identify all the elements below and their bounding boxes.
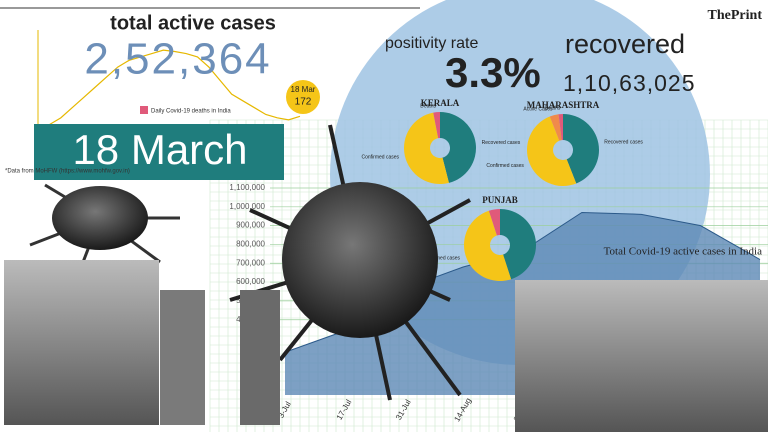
pie-label: Confirmed cases: [361, 154, 399, 160]
legend-label: Daily Covid-19 deaths in India: [151, 109, 231, 115]
deaths-line: [37, 49, 301, 129]
pie-slice: [433, 112, 440, 139]
pie-title: PUNJAB: [482, 195, 518, 205]
photo-ward: [515, 280, 768, 432]
positivity-label: positivity rate: [385, 35, 478, 52]
photo-worker: [160, 290, 205, 425]
photo-worker: [240, 290, 280, 425]
pie-slice: [404, 112, 449, 184]
recovered-label: recovered: [565, 29, 685, 59]
pie-slice: [558, 114, 563, 141]
pie-label: Deaths: [420, 104, 436, 110]
pie-label: Recovered cases: [604, 139, 643, 145]
date-banner-bg: [34, 124, 284, 180]
y-tick-label: 800,000: [236, 240, 265, 249]
pie-label: Active Cases: [523, 107, 553, 113]
pie-slice: [488, 209, 500, 236]
pie-label: Confirmed cases: [486, 163, 524, 169]
title: total active cases: [110, 12, 276, 34]
pie-slice: [549, 114, 562, 141]
virus-large: [229, 124, 471, 401]
annotation-bubble: [286, 80, 320, 114]
y-tick-label: 700,000: [236, 258, 265, 267]
pie-title: MAHARASHTRA: [527, 100, 600, 110]
pie-label: Deaths: [545, 105, 561, 111]
pie-slice: [500, 209, 536, 280]
annotation-value: 172: [295, 97, 312, 108]
pie-slice: [526, 116, 577, 186]
date-banner: 18 March: [72, 126, 247, 173]
y-tick-label: 600,000: [236, 277, 265, 286]
annotation-date: 18 Mar: [291, 85, 316, 94]
y-tick-label: 1,100,000: [229, 183, 265, 192]
pie-slice: [563, 114, 599, 184]
y-tick-label: 1,000,000: [229, 202, 265, 211]
y-tick-label: 900,000: [236, 221, 265, 230]
virus-small: [29, 183, 180, 271]
chart-title: Total Covid-19 active cases in India: [604, 246, 762, 258]
total-cases: 2,52,364: [84, 35, 271, 84]
positivity-rate: 3.3%: [445, 49, 541, 96]
photo-ambulance: [4, 260, 159, 425]
pie-slice: [464, 210, 512, 281]
legend-swatch: [140, 106, 148, 114]
pie-title: KERALA: [421, 98, 460, 108]
pie-slice: [440, 112, 476, 183]
brand: ThePrint: [708, 8, 763, 23]
pie-label: Recovered cases: [482, 140, 521, 146]
recovered-count: 1,10,63,025: [563, 70, 696, 96]
pie-label: Confirmed cases: [423, 255, 461, 261]
source-note: *Data from MoHFW (https://www.mohfw.gov.…: [5, 169, 130, 175]
